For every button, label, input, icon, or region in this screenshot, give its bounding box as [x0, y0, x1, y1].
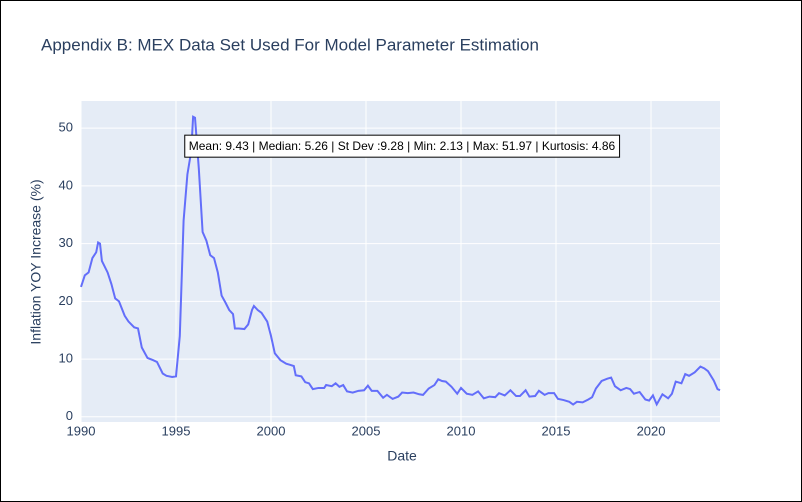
- x-tick-label: 1990: [67, 423, 96, 438]
- annotation: Mean: 9.43 | Median: 5.26 | St Dev :9.28…: [189, 139, 616, 153]
- y-tick-label: 10: [59, 351, 73, 366]
- y-tick-label: 40: [59, 177, 73, 192]
- x-tick-label: 1995: [162, 423, 191, 438]
- y-tick-label: 0: [66, 408, 73, 423]
- chart-title: Appendix B: MEX Data Set Used For Model …: [41, 35, 539, 54]
- x-tick-label: 2010: [447, 423, 476, 438]
- x-axis-title: Date: [387, 448, 417, 464]
- y-tick-label: 30: [59, 235, 73, 250]
- annotation-box: [184, 134, 621, 158]
- y-axis-title: Inflation YOY Increase (%): [28, 179, 44, 344]
- x-tick-label: 2005: [352, 423, 381, 438]
- line-series: [80, 115, 721, 407]
- x-tick-label: 2000: [257, 423, 286, 438]
- y-tick-label: 50: [59, 120, 73, 135]
- x-tick-label: 2015: [542, 423, 571, 438]
- x-tick-label: 2020: [637, 423, 666, 438]
- y-tick-label: 20: [59, 293, 73, 308]
